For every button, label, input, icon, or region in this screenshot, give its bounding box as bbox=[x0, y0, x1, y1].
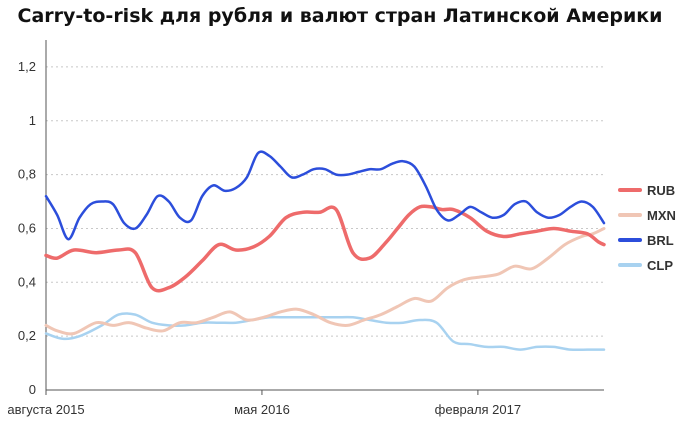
grid-lines bbox=[46, 66, 604, 337]
series-line-rub bbox=[44, 204, 606, 293]
y-tick-label: 0,8 bbox=[18, 167, 36, 182]
y-tick-label: 1 bbox=[29, 113, 36, 128]
y-tick-label: 0,6 bbox=[18, 220, 36, 235]
series-line-clp bbox=[44, 312, 606, 352]
legend-label-clp: CLP bbox=[647, 258, 673, 273]
y-tick-label: 0 bbox=[29, 382, 36, 397]
series-lines bbox=[44, 150, 606, 352]
legend-label-mxn: MXN bbox=[647, 208, 676, 223]
x-tick-label: августа 2015 bbox=[7, 402, 84, 417]
legend-label-brl: BRL bbox=[647, 233, 674, 248]
y-tick-label: 0,2 bbox=[18, 328, 36, 343]
x-tick-label: февраля 2017 bbox=[435, 402, 521, 417]
x-tick-label: мая 2016 bbox=[234, 402, 290, 417]
series-line-mxn bbox=[44, 227, 606, 336]
legend-label-rub: RUB bbox=[647, 183, 675, 198]
axes: 0 0,2 0,4 0,6 0,8 1 1,2 августа 2015 мая 2016 фев… bbox=[7, 40, 604, 417]
y-tick-label: 0,4 bbox=[18, 274, 36, 289]
series-line-brl bbox=[44, 150, 606, 241]
y-tick-label: 1,2 bbox=[18, 59, 36, 74]
legend: RUB MXN BRL CLP bbox=[618, 183, 676, 273]
chart-title: Carry-to-risk для рубля и валют стран Ла… bbox=[18, 5, 663, 27]
